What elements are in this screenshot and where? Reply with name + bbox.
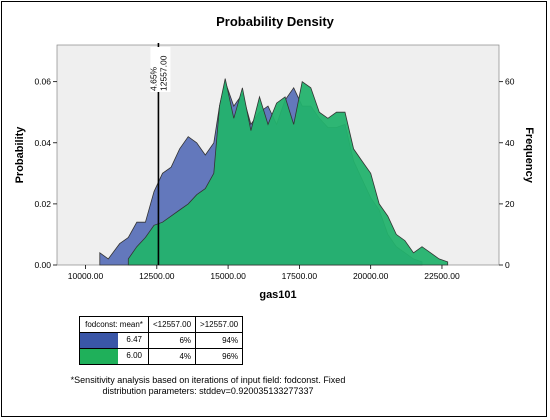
stats-header-above: >12557.00 [195, 316, 244, 333]
x-tick-label: 20000.00 [353, 271, 389, 281]
chart-title: Probability Density [216, 14, 334, 29]
stats-below-value: 6% [147, 332, 197, 349]
stats-row: 6.47 6% 94% [79, 332, 244, 349]
density-chart: 4.65% 12557.00 0.00 0.02 0.04 0.06 0 20 40 60 1000… [14, 43, 535, 301]
density-area-2 [127, 78, 449, 266]
x-tick-label: 12500.00 [139, 271, 175, 281]
y2-tick-label: 60 [505, 77, 515, 87]
y-tick-label: 0.00 [34, 260, 51, 270]
stats-above-value: 94% [195, 332, 244, 349]
stats-row-label: 6.47 [126, 335, 142, 344]
x-axis-title: gas101 [259, 289, 296, 301]
threshold-label-box [150, 47, 171, 92]
stats-row-label-cell: 6.00 [79, 348, 149, 365]
y-axis-title: Probability [14, 126, 26, 184]
y-tick-label: 0.06 [34, 77, 51, 87]
stats-table: fodconst: mean* <12557.00 >12557.00 6.47… [79, 316, 244, 365]
y2-axis-title: Frequency [523, 127, 535, 184]
y2-tick-label: 40 [505, 138, 515, 148]
x-tick-label: 22500.00 [424, 271, 460, 281]
stats-row: 6.00 4% 96% [79, 348, 244, 365]
threshold-label-bottom: 12557.00 [158, 55, 168, 91]
stats-row-label: 6.00 [126, 351, 142, 360]
y-tick-label: 0.04 [34, 138, 51, 148]
y2-tick-label: 20 [505, 199, 515, 209]
stats-above-value: 96% [195, 348, 244, 365]
stats-header-below: <12557.00 [147, 316, 197, 333]
x-tick-label: 17500.00 [282, 271, 318, 281]
threshold-label-top: 4.65% [148, 66, 158, 91]
y-tick-label: 0.02 [34, 199, 51, 209]
stats-below-value: 4% [147, 348, 197, 365]
footnote: *Sensitivity analysis based on iteration… [70, 375, 346, 396]
series-swatch [80, 349, 118, 364]
stats-header-group: fodconst: mean* [79, 316, 149, 333]
stats-header-row: fodconst: mean* <12557.00 >12557.00 [79, 316, 244, 333]
stats-row-label-cell: 6.47 [79, 332, 149, 349]
x-tick-label: 10000.00 [68, 271, 104, 281]
y2-tick-label: 0 [505, 260, 510, 270]
x-tick-label: 15000.00 [210, 271, 246, 281]
series-swatch [80, 333, 118, 348]
